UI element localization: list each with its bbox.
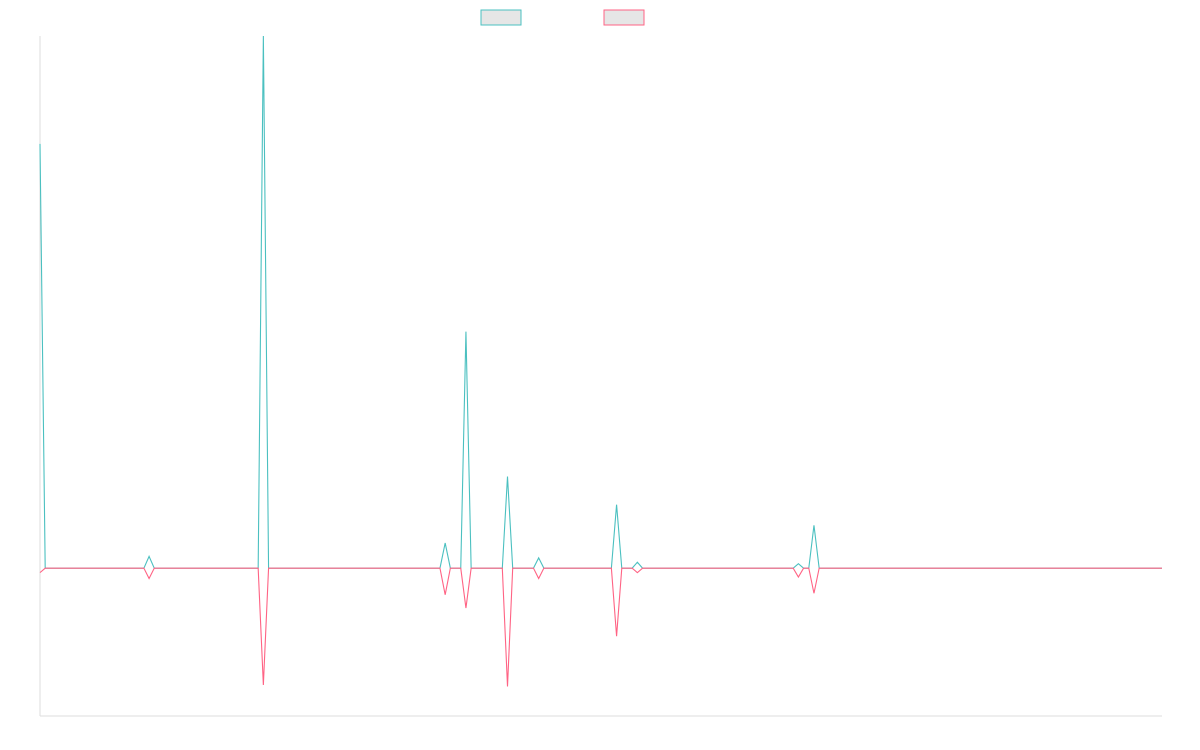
- series-layer: [39, 35, 1162, 687]
- legend-swatch-series-1[interactable]: [480, 9, 522, 26]
- chart-axes: [39, 36, 1162, 717]
- series-line-2: [39, 567, 1162, 687]
- legend-swatch-series-2[interactable]: [603, 9, 645, 26]
- chart-legend[interactable]: [480, 9, 645, 26]
- series-line-1: [39, 35, 1162, 569]
